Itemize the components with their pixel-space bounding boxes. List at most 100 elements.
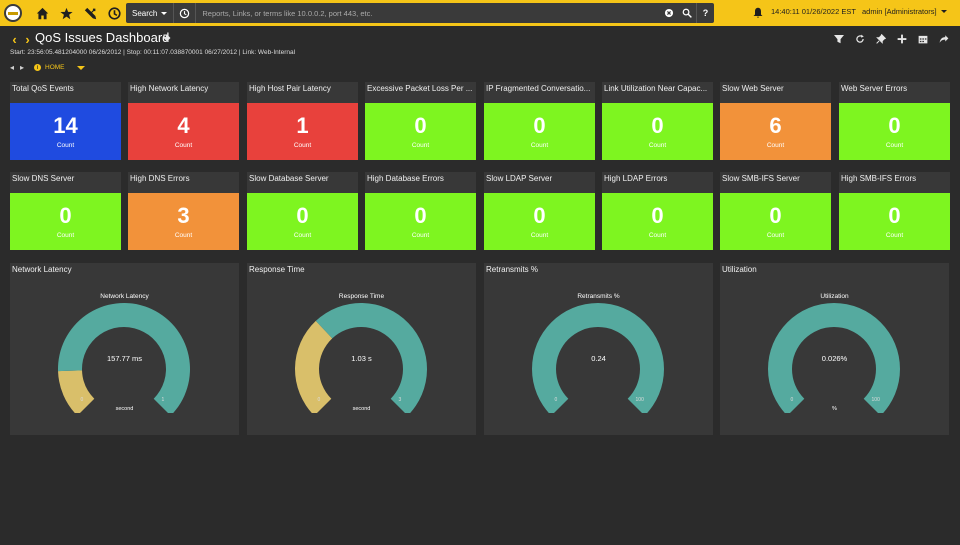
tile-label: Slow Database Server [249, 174, 329, 183]
qos-tile[interactable]: High DNS Errors 3 Count [128, 172, 239, 250]
qos-tile[interactable]: Slow DNS Server 0 Count [10, 172, 121, 250]
chevron-down-icon[interactable] [76, 65, 85, 70]
gauge-track-arc [58, 303, 190, 413]
tile-count: 0 [414, 202, 427, 228]
qos-tile[interactable]: Link Utilization Near Capac... 0 Count [602, 82, 713, 160]
search-button[interactable] [678, 3, 696, 23]
breadcrumb-home[interactable]: HOME [45, 64, 65, 71]
app-logo[interactable] [4, 4, 22, 22]
qos-tile[interactable]: Slow LDAP Server 0 Count [484, 172, 595, 250]
info-icon: i [34, 64, 41, 71]
tile-value-box[interactable]: 0 Count [602, 193, 713, 250]
tile-unit: Count [293, 231, 312, 239]
gauge-title: Network Latency [100, 293, 149, 300]
tile-unit: Count [885, 141, 904, 149]
qos-tile[interactable]: Web Server Errors 0 Count [839, 82, 950, 160]
dashboard-tools [832, 32, 950, 45]
tile-value-box[interactable]: 4 Count [128, 103, 239, 160]
history-dropdown[interactable] [174, 3, 197, 23]
history-icon [180, 8, 190, 18]
add-icon[interactable] [895, 32, 908, 45]
tile-count: 6 [769, 112, 782, 138]
tile-value-box[interactable]: 0 Count [10, 193, 121, 250]
filter-icon[interactable] [832, 32, 845, 45]
tile-value-box[interactable]: 14 Count [10, 103, 121, 160]
clear-search-button[interactable] [660, 3, 678, 23]
gauge-value: 0.026% [821, 354, 848, 363]
qos-tile[interactable]: High Host Pair Latency 1 Count [247, 82, 358, 160]
help-button[interactable]: ? [696, 3, 714, 23]
crumb-back-icon[interactable]: ◂ [10, 63, 15, 72]
search-type-dropdown[interactable]: Search [126, 3, 175, 23]
qos-tile[interactable]: Slow Database Server 0 Count [247, 172, 358, 250]
tile-label: Excessive Packet Loss Per ... [367, 84, 473, 93]
gauge-dial [768, 303, 900, 413]
gauge-title: Retransmits % [577, 293, 620, 300]
tile-value-box[interactable]: 0 Count [484, 193, 595, 250]
qos-tile[interactable]: Slow Web Server 6 Count [720, 82, 831, 160]
gauge-value: 157.77 ms [106, 354, 143, 363]
tile-unit: Count [411, 231, 430, 239]
back-icon[interactable]: ‹ [12, 32, 17, 47]
tile-value-box[interactable]: 0 Count [839, 193, 950, 250]
tile-value-box[interactable]: 6 Count [720, 103, 831, 160]
tile-unit: Count [293, 141, 312, 149]
tile-unit: Count [648, 141, 667, 149]
tile-value-box[interactable]: 0 Count [484, 103, 595, 160]
tile-label: High SMB-IFS Errors [841, 174, 917, 183]
home-icon[interactable] [30, 0, 54, 26]
forward-icon[interactable]: › [25, 32, 30, 47]
clock-icon[interactable] [102, 0, 126, 26]
gauge-max-label: 100 [871, 397, 880, 404]
tile-count: 1 [296, 112, 309, 138]
tools-icon[interactable] [78, 0, 102, 26]
qos-tile[interactable]: Excessive Packet Loss Per ... 0 Count [365, 82, 476, 160]
tile-label: Link Utilization Near Capac... [604, 84, 708, 93]
tile-value-box[interactable]: 0 Count [839, 103, 950, 160]
tile-label: High DNS Errors [130, 174, 190, 183]
refresh-icon[interactable] [853, 32, 866, 45]
tile-label: High LDAP Errors [604, 174, 668, 183]
tag-icon[interactable] [163, 34, 171, 42]
qos-tile[interactable]: Total QoS Events 14 Count [10, 82, 121, 160]
tile-value-box[interactable]: 3 Count [128, 193, 239, 250]
qos-tile[interactable]: High LDAP Errors 0 Count [602, 172, 713, 250]
gauge-track-arc [768, 303, 900, 413]
crumb-forward-icon[interactable]: ▸ [20, 63, 25, 72]
gauge-panel[interactable]: Response Time Response Time 1.03 s 0 3 second [247, 263, 476, 435]
tile-value-box[interactable]: 0 Count [247, 193, 358, 250]
gauge-panel[interactable]: Network Latency Network Latency 157.77 ms 0… [10, 263, 239, 435]
tile-value-box[interactable]: 0 Count [365, 103, 476, 160]
qos-tile[interactable]: High Database Errors 0 Count [365, 172, 476, 250]
qos-tile[interactable]: Slow SMB-IFS Server 0 Count [720, 172, 831, 250]
gauge-title: Utilization [820, 293, 849, 300]
pin-icon[interactable] [874, 32, 887, 45]
gauge-unit: second [352, 406, 371, 412]
star-icon[interactable] [54, 0, 78, 26]
gauge-panel[interactable]: Retransmits % Retransmits % 0.24 0 100 [484, 263, 713, 435]
gauge-dial [58, 303, 190, 413]
qos-tile[interactable]: High SMB-IFS Errors 0 Count [839, 172, 950, 250]
bell-icon[interactable] [752, 6, 764, 20]
tile-value-box[interactable]: 0 Count [365, 193, 476, 250]
calendar-icon[interactable] [916, 32, 929, 45]
tile-label: Slow DNS Server [12, 174, 75, 183]
user-menu[interactable]: admin [Administrators] [862, 7, 947, 16]
tile-count: 0 [651, 112, 664, 138]
tile-count: 0 [533, 202, 546, 228]
tile-value-box[interactable]: 0 Count [720, 193, 831, 250]
tile-value-box[interactable]: 1 Count [247, 103, 358, 160]
tile-label: Web Server Errors [841, 84, 908, 93]
gauge-fill-arc [58, 370, 95, 413]
search-input[interactable] [196, 3, 660, 23]
search-type-label: Search [132, 8, 158, 18]
qos-tile[interactable]: High Network Latency 4 Count [128, 82, 239, 160]
gauge-min-label: 0 [790, 397, 794, 404]
gauge-panel[interactable]: Utilization Utilization 0.026% 0 100% [720, 263, 949, 435]
share-icon[interactable] [937, 32, 950, 45]
tile-value-box[interactable]: 0 Count [602, 103, 713, 160]
qos-tile[interactable]: IP Fragmented Conversatio... 0 Count [484, 82, 595, 160]
history-nav: ‹ › [10, 32, 32, 47]
tile-unit: Count [174, 141, 193, 149]
gauge-track-arc [315, 303, 427, 413]
